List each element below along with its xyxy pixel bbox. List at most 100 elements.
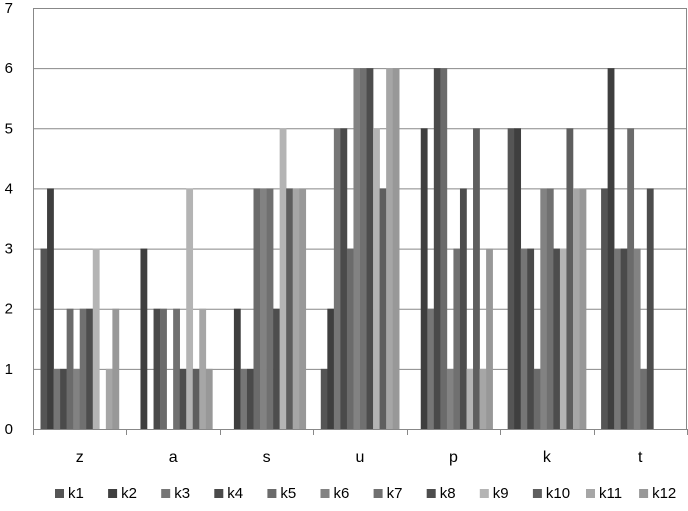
- bar-k4-u: [340, 128, 348, 430]
- bar-k10-p: [473, 128, 480, 430]
- legend-label-k2: k2: [121, 485, 137, 502]
- bar-k11-k: [572, 188, 580, 429]
- bar-k8-t: [646, 188, 654, 429]
- bar-k5-a: [160, 308, 167, 429]
- bar-k6-p: [446, 368, 454, 429]
- bar-k5-k: [533, 368, 541, 429]
- bar-k3-u: [333, 128, 341, 430]
- legend-swatch-k2: [108, 489, 118, 498]
- bar-k8-a: [179, 368, 187, 429]
- x-tick-label: k: [543, 449, 552, 466]
- bar-k1-k: [507, 128, 515, 430]
- bar-k8-k: [553, 248, 561, 429]
- bar-k8-p: [459, 188, 467, 429]
- bar-k6-t: [633, 248, 641, 429]
- bar-k7-p: [453, 248, 461, 429]
- legend-label-k12: k12: [652, 485, 676, 502]
- bar-k11-u: [386, 68, 393, 430]
- bar-k4-p: [433, 68, 441, 430]
- legend-swatch-k5: [267, 489, 277, 498]
- bar-k9-a: [186, 188, 194, 429]
- bar-k5-u: [346, 248, 354, 429]
- legend-swatch-k3: [161, 489, 171, 498]
- legend-swatch-k11: [586, 489, 595, 498]
- bar-k9-s: [279, 128, 287, 430]
- bar-k5-p: [440, 68, 448, 430]
- bar-k1-u: [320, 368, 328, 429]
- bar-k6-s: [260, 188, 267, 429]
- x-tick-label: p: [449, 449, 458, 466]
- bar-k2-t: [607, 68, 615, 430]
- legend-label-k6: k6: [334, 485, 350, 502]
- bar-k5-s: [253, 188, 261, 429]
- legend-swatch-k1: [55, 489, 64, 498]
- bar-k2-z: [47, 188, 54, 429]
- bar-k4-k: [527, 248, 535, 429]
- bar-k4-z: [60, 368, 67, 429]
- bar-k3-t: [614, 248, 621, 429]
- x-tick-label: a: [169, 449, 178, 466]
- x-tick-label: s: [263, 449, 271, 466]
- bar-k12-s: [299, 188, 307, 429]
- legend-swatch-k10: [532, 489, 542, 498]
- legend-swatch-k8: [426, 489, 436, 498]
- bar-k8-z: [86, 308, 94, 429]
- axes: [33, 8, 688, 435]
- bar-k5-t: [627, 128, 635, 430]
- y-tick-label: 3: [5, 241, 13, 258]
- legend-swatch-k12: [639, 489, 649, 498]
- y-tick-label: 4: [5, 180, 13, 197]
- bar-k12-z: [112, 308, 120, 429]
- legend-label-k4: k4: [227, 485, 243, 502]
- bar-k7-u: [360, 68, 367, 430]
- bar-k7-k: [546, 188, 554, 429]
- bars: [40, 68, 654, 430]
- bar-k11-z: [105, 368, 113, 429]
- bar-k7-z: [79, 308, 87, 429]
- legend-label-k11: k11: [599, 485, 622, 502]
- legend-label-k5: k5: [280, 485, 296, 502]
- bar-k2-k: [514, 128, 522, 430]
- bar-k2-s: [233, 308, 241, 429]
- legend-swatch-k7: [373, 489, 383, 498]
- bar-k1-t: [601, 188, 608, 429]
- bar-k2-u: [327, 308, 335, 429]
- legend-label-k8: k8: [440, 485, 456, 502]
- bar-k7-a: [173, 308, 180, 429]
- bar-k4-a: [153, 308, 161, 429]
- x-tick-label: t: [638, 449, 643, 466]
- bar-k12-a: [205, 368, 213, 429]
- bar-k7-s: [266, 188, 274, 429]
- bar-k9-k: [559, 248, 567, 429]
- bar-k10-k: [566, 128, 574, 430]
- bar-k11-a: [199, 308, 207, 429]
- bar-k2-p: [420, 128, 428, 430]
- y-tick-label: 0: [5, 421, 13, 438]
- y-tick-label: 5: [5, 120, 13, 137]
- legend-label-k3: k3: [174, 485, 190, 502]
- bar-k9-p: [466, 368, 474, 429]
- bar-k6-z: [73, 368, 81, 429]
- bar-k8-u: [366, 68, 374, 430]
- bar-k7-t: [640, 368, 648, 429]
- bar-k12-u: [392, 68, 400, 430]
- y-tick-label: 6: [5, 60, 13, 77]
- bar-k3-p: [427, 308, 435, 429]
- bar-k12-p: [486, 248, 493, 429]
- y-tick-label: 7: [5, 0, 13, 17]
- legend-swatch-k9: [479, 489, 489, 498]
- x-tick-label: z: [76, 449, 84, 466]
- x-tick-label: u: [356, 449, 365, 466]
- bar-k6-u: [353, 68, 361, 430]
- legend-label-k9: k9: [493, 485, 509, 502]
- legend: k1 k2 k3 k4 k5 k6 k7 k8 k9 k10 k11 k12: [55, 485, 676, 502]
- legend-swatch-k6: [320, 489, 330, 498]
- bar-k6-k: [540, 188, 548, 429]
- bar-k4-s: [246, 368, 254, 429]
- bar-k3-s: [240, 368, 248, 429]
- bar-k1-z: [40, 248, 48, 429]
- bar-k12-k: [579, 188, 587, 429]
- bar-k4-t: [620, 248, 628, 429]
- y-tick-label: 1: [5, 361, 13, 378]
